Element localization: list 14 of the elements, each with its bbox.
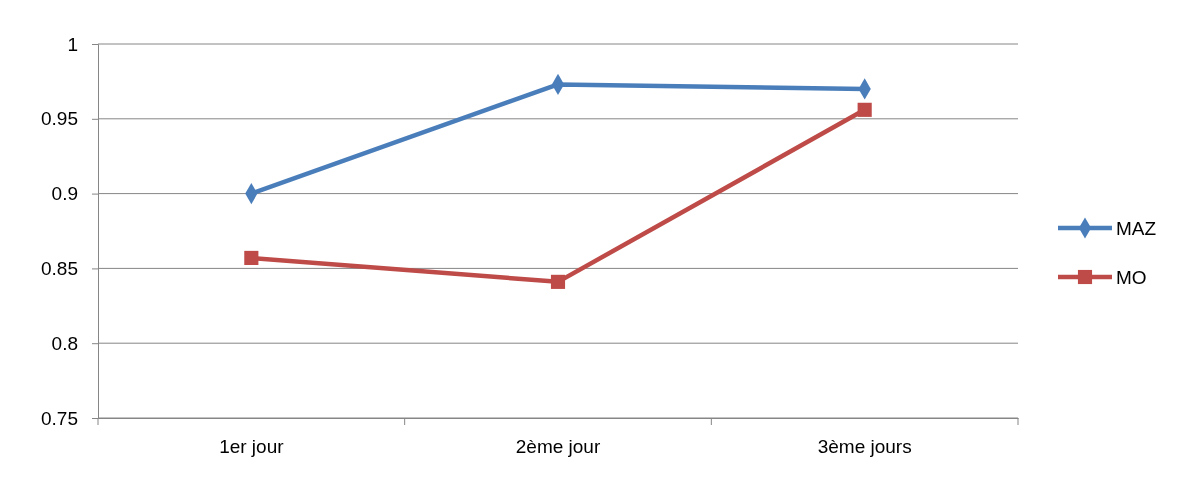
- x-tick-label: 3ème jours: [817, 436, 912, 458]
- y-tick-label: 0.95: [41, 108, 78, 130]
- point: [857, 102, 872, 117]
- legend-label: MO: [1116, 267, 1147, 288]
- point: [550, 274, 566, 289]
- x-tick-label: 2ème jour: [515, 436, 601, 458]
- y-tick-label: 1: [67, 33, 78, 55]
- x-tick-label: 1er jour: [219, 436, 285, 458]
- point: [244, 250, 259, 265]
- y-tick-label: 0.9: [51, 183, 78, 205]
- y-tick-label: 0.8: [51, 332, 78, 354]
- legend-label: MAZ: [1116, 218, 1157, 239]
- y-tick-label: 0.85: [41, 257, 78, 279]
- y-tick-label: 0.75: [41, 407, 78, 429]
